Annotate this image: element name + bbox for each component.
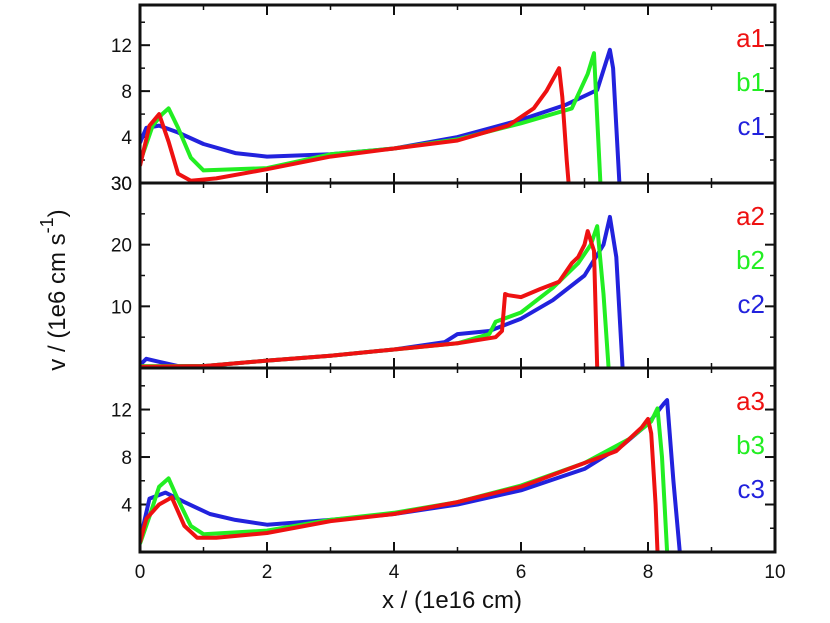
legend-label-c3: c3 bbox=[738, 474, 765, 504]
panel-1: 4 8 12 30 a1 b1 c1 bbox=[111, 3, 777, 195]
y-axis-title-main: v / (1e6 cm s bbox=[44, 233, 71, 370]
series-line-c3 bbox=[140, 398, 682, 552]
series-line-b3 bbox=[140, 406, 670, 552]
legend-label-a1: a1 bbox=[736, 23, 765, 53]
y-tick-label: 8 bbox=[121, 82, 132, 103]
series-line-a2 bbox=[140, 229, 600, 368]
series-line-a1 bbox=[140, 66, 571, 183]
series-line-c2 bbox=[140, 214, 625, 368]
x-tick-label: 0 bbox=[135, 562, 146, 583]
y-tick-label: 30 bbox=[111, 174, 132, 195]
y-tick-label: 12 bbox=[111, 401, 132, 422]
legend-label-c1: c1 bbox=[738, 111, 765, 141]
series-group bbox=[140, 398, 682, 552]
y-axis-title-sup: -1 bbox=[37, 217, 57, 233]
x-axis-title: x / (1e16 cm) bbox=[382, 587, 522, 614]
y-tick-label: 20 bbox=[111, 236, 132, 257]
series-line-b2 bbox=[140, 224, 611, 368]
legend-label-b2: b2 bbox=[736, 245, 765, 275]
y-tick-label: 4 bbox=[121, 128, 132, 149]
panel-frame bbox=[138, 366, 777, 554]
y-tick-label: 4 bbox=[121, 496, 132, 517]
y-tick-label: 10 bbox=[111, 297, 132, 318]
series-group bbox=[140, 47, 622, 183]
y-tick-label-overlap: 30 bbox=[111, 174, 132, 195]
legend-label-c2: c2 bbox=[738, 289, 765, 319]
x-tick-label: 2 bbox=[262, 562, 273, 583]
legend-label-b1: b1 bbox=[736, 67, 765, 97]
legend-label-b3: b3 bbox=[736, 430, 765, 460]
y-axis-title: v / (1e6 cm s-1) bbox=[37, 209, 71, 370]
y-axis-title-close: ) bbox=[44, 209, 71, 217]
x-tick-label: 10 bbox=[764, 562, 785, 583]
panel-2: 10 20 30 a2 b2 c2 bbox=[111, 174, 777, 370]
y-tick-label: 8 bbox=[121, 448, 132, 469]
x-tick-label: 6 bbox=[516, 562, 527, 583]
panel-3: 4 8 12 0 2 4 6 8 10 a3 b3 c3 bbox=[111, 366, 786, 583]
x-tick-label: 4 bbox=[389, 562, 400, 583]
series-group bbox=[140, 214, 625, 368]
panel-frame bbox=[138, 3, 777, 185]
panel-frame bbox=[138, 181, 777, 370]
x-tick-label: 8 bbox=[643, 562, 654, 583]
legend-label-a3: a3 bbox=[736, 386, 765, 416]
series-line-a3 bbox=[140, 417, 660, 552]
y-tick-label: 12 bbox=[111, 36, 132, 57]
legend-label-a2: a2 bbox=[736, 201, 765, 231]
